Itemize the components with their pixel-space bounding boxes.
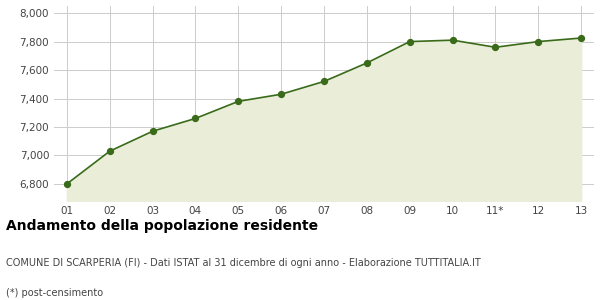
Text: Andamento della popolazione residente: Andamento della popolazione residente bbox=[6, 219, 318, 233]
Point bbox=[62, 182, 71, 186]
Point bbox=[577, 36, 586, 40]
Point bbox=[277, 92, 286, 97]
Text: (*) post-censimento: (*) post-censimento bbox=[6, 288, 103, 298]
Point bbox=[533, 39, 543, 44]
Text: COMUNE DI SCARPERIA (FI) - Dati ISTAT al 31 dicembre di ogni anno - Elaborazione: COMUNE DI SCARPERIA (FI) - Dati ISTAT al… bbox=[6, 258, 481, 268]
Point bbox=[105, 149, 115, 154]
Point bbox=[319, 79, 329, 84]
Point bbox=[148, 129, 157, 134]
Point bbox=[405, 39, 415, 44]
Point bbox=[491, 45, 500, 50]
Point bbox=[191, 116, 200, 121]
Point bbox=[362, 61, 371, 65]
Point bbox=[448, 38, 457, 43]
Point bbox=[233, 99, 243, 104]
